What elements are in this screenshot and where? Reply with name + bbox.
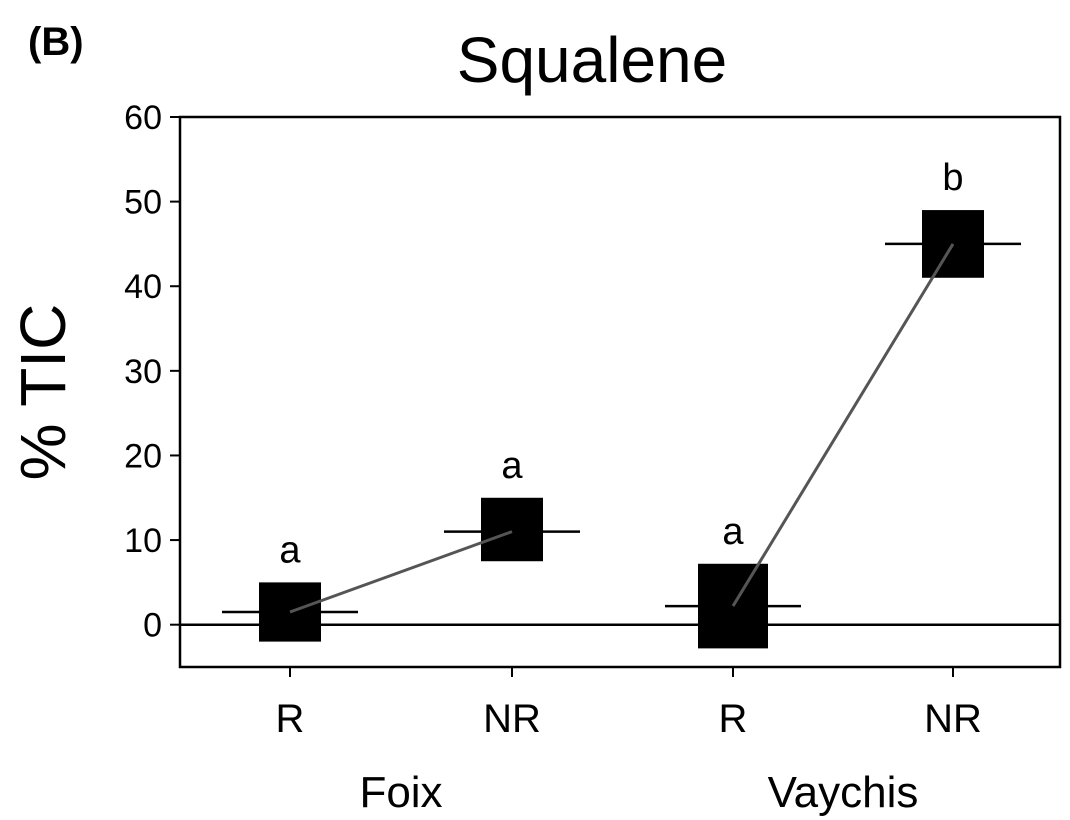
group-label: Foix (359, 768, 442, 817)
panel-label: (B) (28, 20, 84, 64)
y-tick-label: 10 (124, 522, 162, 560)
significance-letter: b (942, 157, 963, 199)
y-axis-label: % TIC (7, 304, 79, 481)
y-axis: 0 10 20 30 40 50 60 (124, 99, 180, 645)
significance-letter: a (722, 511, 744, 553)
plot-frame (178, 115, 1062, 669)
significance-letter: a (501, 445, 523, 487)
y-tick-label: 20 (124, 437, 162, 475)
chart-title: Squalene (457, 24, 727, 96)
significance-letter: a (279, 529, 301, 571)
y-tick-label: 40 (124, 268, 162, 306)
connector-line (731, 243, 955, 607)
data-marks: a a a b (222, 157, 1021, 649)
group-label: Vaychis (768, 768, 919, 817)
y-tick-label: 30 (124, 353, 162, 391)
x-tick-label: R (276, 697, 305, 741)
y-tick-label: 0 (143, 607, 162, 645)
data-box (481, 497, 543, 562)
x-tick-label: NR (924, 697, 982, 741)
x-tick-label: R (719, 697, 748, 741)
y-tick-label: 50 (124, 184, 162, 222)
y-tick-label: 60 (124, 99, 162, 137)
x-tick-label: NR (483, 697, 541, 741)
connector-line (289, 530, 513, 614)
